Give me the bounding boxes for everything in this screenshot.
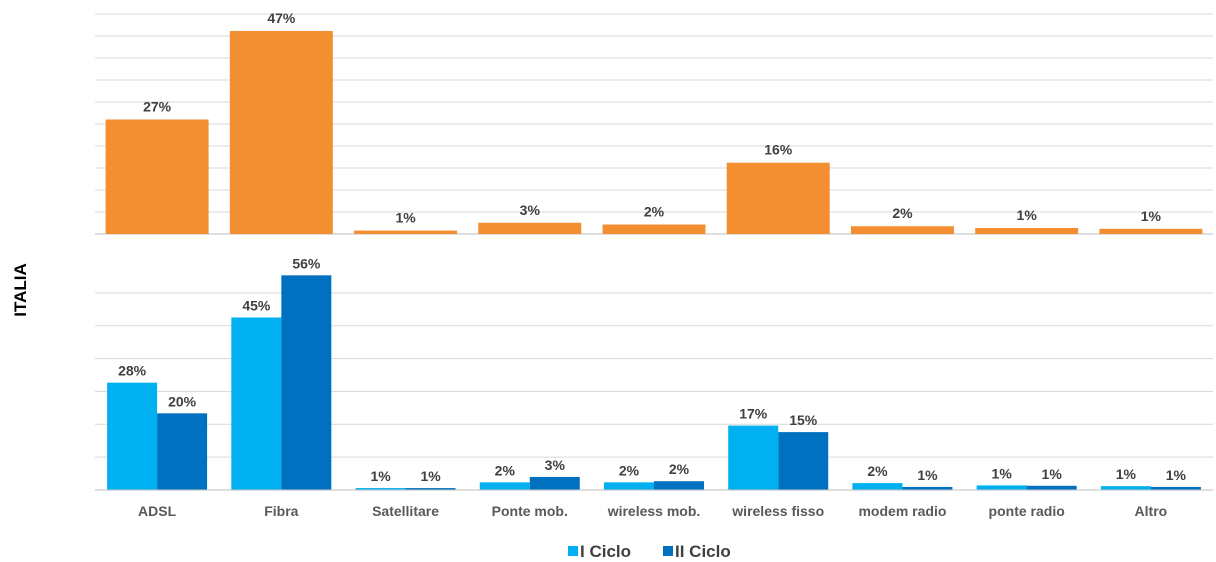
data-label: 45%	[242, 298, 271, 314]
data-label: 15%	[789, 412, 818, 428]
bar-wireless-mob-i-ciclo	[604, 482, 654, 490]
data-label: 1%	[992, 465, 1013, 481]
data-label: 2%	[892, 205, 913, 221]
x-tick-label: ADSL	[138, 503, 177, 519]
x-tick-label: Satellitare	[372, 503, 439, 519]
x-tick-label: ponte radio	[989, 503, 1065, 519]
x-axis-labels: ADSL Fibra Satellitare Ponte mob. wireless m…	[138, 503, 1167, 519]
bar-satellitare	[354, 230, 458, 234]
x-tick-label: Altro	[1135, 503, 1168, 519]
x-tick-label: wireless fisso	[731, 503, 824, 519]
bar-adsl	[105, 119, 209, 234]
x-tick-label: wireless mob.	[607, 503, 701, 519]
x-tick-label: Ponte mob.	[492, 503, 568, 519]
bar-satellitare-ii-ciclo	[405, 488, 456, 490]
data-label: 1%	[395, 210, 416, 226]
legend[interactable]: I Ciclo II Ciclo	[568, 542, 731, 561]
legend-swatch-ii-ciclo	[663, 546, 673, 556]
bar-altro-ii-ciclo	[1150, 486, 1201, 490]
data-label: 28%	[118, 363, 147, 379]
data-label: 3%	[545, 457, 566, 473]
data-label: 3%	[520, 202, 541, 218]
data-label: 16%	[764, 142, 793, 158]
bar-fibra	[229, 30, 333, 235]
bar-ponte-mob-i-ciclo	[479, 482, 530, 490]
data-label: 1%	[1042, 466, 1063, 482]
bar-ponte-radio-ii-ciclo	[1026, 485, 1077, 490]
data-label: 56%	[292, 255, 321, 271]
bottom-chart: 28% 20% 45% 56% 1% 1% 2% 3% 2% 2% 17% 15% 2% 1% 1% 1% 1%…	[95, 255, 1213, 491]
data-label: 20%	[168, 393, 197, 409]
side-label: ITALIA	[11, 263, 30, 317]
bar-wireless-fisso-i-ciclo	[728, 425, 779, 490]
bar-ponte-radio	[975, 227, 1079, 234]
data-label: 27%	[143, 99, 172, 115]
bar-altro-i-ciclo	[1100, 486, 1151, 490]
legend-label-ii-ciclo: II Ciclo	[675, 542, 731, 561]
bar-adsl-i-ciclo	[107, 382, 158, 490]
data-label: 2%	[619, 462, 640, 478]
bar-ponte-mob-ii-ciclo	[529, 476, 580, 490]
bar-wireless-fisso-ii-ciclo	[778, 432, 829, 490]
bar-satellitare-i-ciclo	[355, 488, 406, 490]
data-label: 1%	[917, 467, 938, 483]
data-label: 2%	[669, 461, 690, 477]
bar-wireless-mob	[602, 224, 706, 234]
data-label: 1%	[1141, 208, 1162, 224]
data-label: 2%	[867, 463, 888, 479]
bar-wireless-mob-ii-ciclo	[654, 481, 704, 490]
bar-altro	[1099, 228, 1203, 234]
data-label: 47%	[267, 10, 296, 26]
data-label: 2%	[644, 203, 665, 219]
data-label: 2%	[495, 462, 516, 478]
bar-ponte-mob	[478, 222, 582, 234]
bar-modem-radio-ii-ciclo	[902, 486, 953, 490]
legend-swatch-i-ciclo	[568, 546, 578, 556]
data-label: 17%	[739, 406, 768, 422]
top-chart: 27% 47% 1% 3% 2% 16% 2% 1% 1%	[95, 10, 1213, 235]
bar-fibra-ii-ciclo	[281, 275, 332, 490]
bar-wireless-fisso	[726, 162, 830, 234]
legend-label-i-ciclo: I Ciclo	[580, 542, 631, 561]
bar-ponte-radio-i-ciclo	[976, 485, 1027, 490]
bar-fibra-i-ciclo	[231, 317, 282, 490]
bar-modem-radio	[850, 226, 954, 234]
x-tick-label: Fibra	[264, 503, 298, 519]
data-label: 1%	[1017, 207, 1038, 223]
bar-adsl-ii-ciclo	[157, 413, 208, 490]
data-label: 1%	[1116, 466, 1137, 482]
data-label: 1%	[1166, 467, 1187, 483]
x-tick-label: modem radio	[858, 503, 946, 519]
bar-modem-radio-i-ciclo	[852, 483, 903, 490]
data-label: 1%	[370, 468, 391, 484]
data-label: 1%	[420, 468, 441, 484]
